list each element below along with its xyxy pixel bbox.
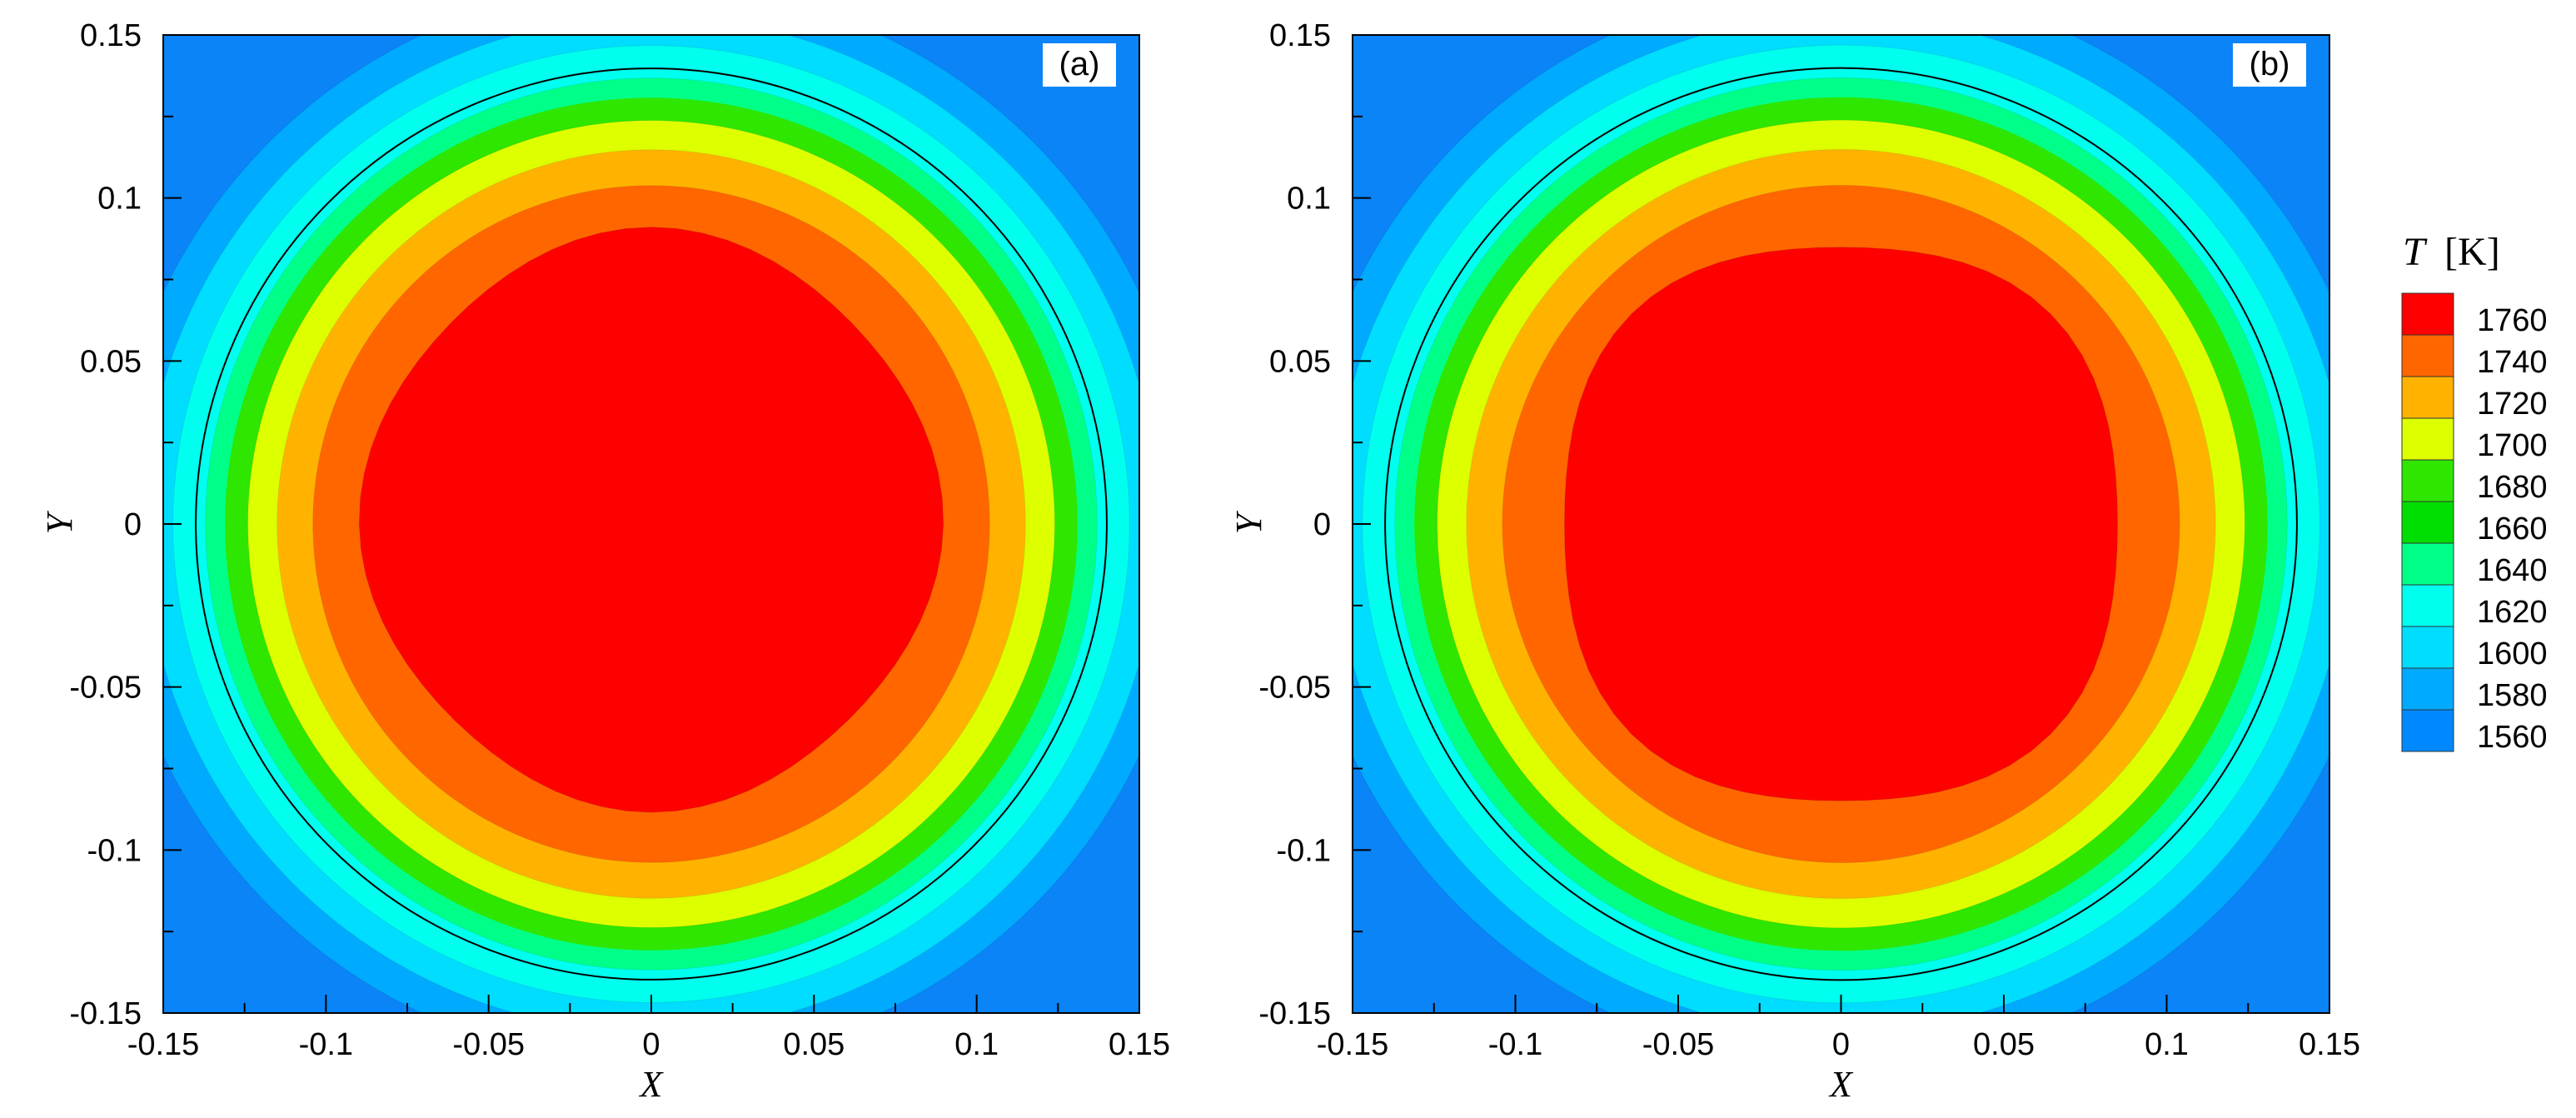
y-tick-label: -0.1 (87, 833, 142, 868)
x-tick-label: -0.05 (452, 1027, 525, 1062)
legend-swatch (2401, 501, 2454, 544)
x-tick-label: 0 (1832, 1027, 1850, 1062)
y-tick-label: -0.1 (1277, 833, 1331, 868)
legend-label: 1640 (2477, 553, 2548, 588)
y-tick-label: 0 (1313, 507, 1331, 542)
x-tick-label: -0.1 (299, 1027, 353, 1062)
x-axis-title: X (639, 1064, 665, 1105)
panel-b: -0.15 -0.1 -0.05 0 0.05 0.1 0.15 -0.15 -0.1 -0.05… (1228, 18, 2360, 1105)
x-tick-label: 0.1 (954, 1027, 999, 1062)
boundary-circle (195, 67, 1108, 981)
legend-swatch (2401, 584, 2454, 627)
y-tick-label: 0.05 (80, 344, 142, 379)
legend-swatch (2401, 626, 2454, 669)
legend-label: 1680 (2477, 470, 2548, 505)
panel-label: (a) (1059, 46, 1100, 82)
legend-swatch (2401, 459, 2454, 502)
y-tick-label: 0.05 (1269, 344, 1331, 379)
x-tick-label: -0.05 (1642, 1027, 1715, 1062)
panel-label-box (1043, 43, 1116, 87)
y-tick-label: -0.05 (69, 671, 142, 706)
x-axis-title: X (1828, 1064, 1854, 1105)
legend-swatch (2401, 667, 2454, 711)
panel-label-box (2233, 43, 2306, 87)
legend-label: 1660 (2477, 512, 2548, 547)
legend-label: 1560 (2477, 720, 2548, 755)
legend-swatch (2401, 542, 2454, 586)
boundary-circle (1384, 67, 2298, 981)
legend-label: 1600 (2477, 636, 2548, 671)
y-tick-label: -0.05 (1258, 671, 1331, 706)
panel-a: -0.15 -0.1 -0.05 0 0.05 0.1 0.15 -0.15 -0.1 -0.05… (39, 18, 1170, 1105)
legend-label: 1580 (2477, 678, 2548, 713)
contour-core (1563, 247, 2119, 801)
y-tick-label: 0.15 (80, 18, 142, 53)
y-axis-title: Y (39, 510, 80, 534)
legend-swatch (2401, 292, 2454, 336)
legend-title: T [K] (2403, 230, 2500, 274)
legend-label: 1760 (2477, 303, 2548, 338)
legend-swatch (2401, 334, 2454, 377)
y-tick-label: 0 (124, 507, 142, 542)
legend-swatch (2401, 709, 2454, 752)
legend-label: 1720 (2477, 387, 2548, 422)
x-tick-label: 0.15 (1109, 1027, 1170, 1062)
x-tick-label: -0.1 (1488, 1027, 1542, 1062)
plot-area (163, 35, 1139, 1013)
y-tick-label: 0.1 (97, 182, 142, 217)
y-tick-label: -0.15 (69, 996, 142, 1031)
legend-label: 1740 (2477, 345, 2548, 380)
contour-core (358, 227, 944, 813)
legend-label: 1620 (2477, 595, 2548, 630)
y-tick-label: 0.1 (1287, 182, 1331, 217)
x-tick-label: -0.15 (1317, 1027, 1389, 1062)
y-tick-label: -0.15 (1258, 996, 1331, 1031)
legend-label: 1700 (2477, 428, 2548, 463)
x-tick-label: 0 (642, 1027, 660, 1062)
x-tick-label: 0.15 (2299, 1027, 2360, 1062)
x-tick-label: 0.1 (2145, 1027, 2189, 1062)
x-tick-label: 0.05 (783, 1027, 845, 1062)
legend-swatch (2401, 376, 2454, 419)
legend-title-symbol: T (2403, 230, 2428, 274)
panel-label: (b) (2250, 46, 2290, 82)
y-tick-label: 0.15 (1269, 18, 1331, 53)
colorbar-legend: T [K] 1760 1740 1720 1700 1680 1660 1640 1620 16… (2401, 230, 2548, 755)
legend-title-unit: [K] (2444, 230, 2500, 274)
x-tick-label: 0.05 (1973, 1027, 2035, 1062)
x-tick-label: -0.15 (127, 1027, 200, 1062)
y-axis-title: Y (1228, 510, 1269, 534)
plot-area (1353, 35, 2329, 1013)
legend-swatch (2401, 417, 2454, 461)
